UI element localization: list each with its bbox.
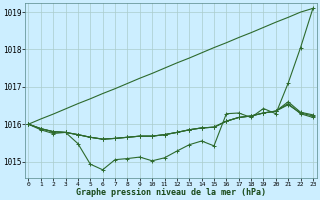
X-axis label: Graphe pression niveau de la mer (hPa): Graphe pression niveau de la mer (hPa) xyxy=(76,188,266,197)
